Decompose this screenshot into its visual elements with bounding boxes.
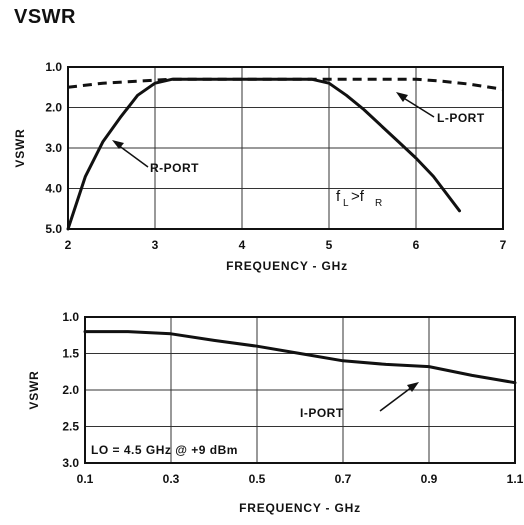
x-tick-label: 0.9 bbox=[421, 472, 438, 486]
x-tick-label: 6 bbox=[413, 238, 420, 252]
i-port-leader bbox=[379, 386, 413, 412]
l-port-arrowhead bbox=[396, 92, 408, 102]
note-f1: f bbox=[336, 188, 341, 205]
plot-frame bbox=[67, 66, 504, 230]
i-port-arrowhead bbox=[407, 382, 419, 392]
y-tick-label: 2.0 bbox=[45, 101, 62, 115]
grid bbox=[84, 316, 516, 464]
chart-bottom-vswr: 0.1 0.3 0.5 0.7 0.9 1.1 1.0 1.5 2.0 2.5 3.0 VSWR F… bbox=[27, 310, 524, 515]
r-port-arrowhead bbox=[112, 140, 124, 149]
y-tick-label: 2.5 bbox=[62, 420, 79, 434]
series-i-port bbox=[83, 330, 517, 385]
note-sub-l: L bbox=[343, 198, 349, 209]
series-layer bbox=[83, 330, 517, 385]
x-axis-label: FREQUENCY - GHz bbox=[239, 501, 361, 515]
y-tick-label: 5.0 bbox=[45, 222, 62, 236]
x-tick-label: 5 bbox=[326, 238, 333, 252]
page-title: VSWR bbox=[14, 6, 76, 28]
x-axis-label: FREQUENCY - GHz bbox=[226, 259, 348, 273]
x-tick-label: 2 bbox=[65, 238, 72, 252]
x-tick-label: 0.3 bbox=[163, 472, 180, 486]
l-port-label: L-PORT bbox=[437, 111, 485, 125]
note-f2: >f bbox=[351, 188, 365, 205]
r-port-label: R-PORT bbox=[150, 161, 199, 175]
l-port-leader bbox=[401, 96, 435, 118]
lo-condition-note: LO = 4.5 GHz @ +9 dBm bbox=[91, 443, 238, 457]
series-r-port bbox=[66, 77, 461, 231]
x-tick-label: 7 bbox=[500, 238, 507, 252]
y-axis-label: VSWR bbox=[13, 128, 27, 167]
x-tick-label: 4 bbox=[239, 238, 246, 252]
y-tick-label: 4.0 bbox=[45, 182, 62, 196]
tick-labels: 0.1 0.3 0.5 0.7 0.9 1.1 1.0 1.5 2.0 2.5 3.0 bbox=[62, 310, 523, 486]
x-tick-label: 1.1 bbox=[507, 472, 524, 486]
y-tick-label: 1.0 bbox=[45, 60, 62, 74]
y-tick-label: 3.0 bbox=[45, 141, 62, 155]
chart-top-vswr: 2 3 4 5 6 7 1.0 2.0 3.0 4.0 5.0 VSWR FREQUENCY - G… bbox=[13, 60, 507, 273]
series-l-port bbox=[67, 77, 504, 91]
r-port-leader bbox=[117, 144, 149, 168]
tick-labels: 2 3 4 5 6 7 1.0 2.0 3.0 4.0 5.0 bbox=[45, 60, 506, 252]
series-layer bbox=[66, 77, 504, 231]
x-tick-label: 0.1 bbox=[77, 472, 94, 486]
x-tick-label: 0.7 bbox=[335, 472, 352, 486]
grid bbox=[67, 66, 504, 230]
note-sub-r: R bbox=[375, 198, 382, 209]
y-tick-label: 3.0 bbox=[62, 456, 79, 470]
y-tick-label: 1.0 bbox=[62, 310, 79, 324]
x-tick-label: 3 bbox=[152, 238, 159, 252]
y-tick-label: 1.5 bbox=[62, 347, 79, 361]
fl-gt-fr-note: f L >f R bbox=[336, 188, 382, 209]
y-axis-label: VSWR bbox=[27, 370, 41, 409]
plot-frame bbox=[84, 316, 516, 464]
x-tick-label: 0.5 bbox=[249, 472, 266, 486]
y-tick-label: 2.0 bbox=[62, 383, 79, 397]
i-port-label: I-PORT bbox=[300, 406, 344, 420]
